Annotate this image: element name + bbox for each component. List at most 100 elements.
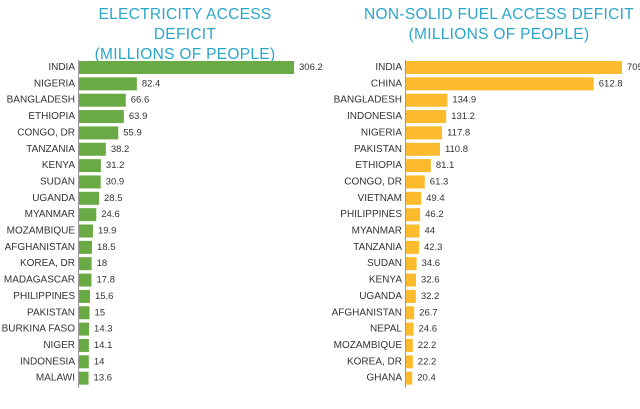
electricity-bar bbox=[79, 93, 126, 107]
fuel-category-label: KENYA bbox=[369, 275, 402, 286]
fuel-category-label: CHINA bbox=[371, 78, 402, 89]
fuel-value-label: 34.6 bbox=[422, 258, 441, 269]
electricity-category-label: MOZAMBIQUE bbox=[7, 226, 76, 237]
electricity-value-label: 13.6 bbox=[94, 373, 113, 384]
fuel-value-label: 24.6 bbox=[419, 324, 438, 335]
fuel-value-label: 22.2 bbox=[418, 340, 437, 351]
fuel-bar bbox=[406, 142, 440, 156]
fuel-bar bbox=[406, 224, 420, 238]
electricity-bar bbox=[79, 273, 92, 287]
fuel-bar bbox=[406, 208, 421, 222]
fuel-category-label: AFGHANISTAN bbox=[332, 307, 402, 318]
fuel-value-label: 61.3 bbox=[430, 176, 449, 187]
fuel-bar bbox=[406, 355, 413, 369]
electricity-title-line1: ELECTRICITY ACCESS DEFICIT bbox=[98, 6, 272, 43]
fuel-value-label: 117.8 bbox=[447, 127, 470, 138]
electricity-category-label: BANGLADESH bbox=[7, 95, 75, 106]
electricity-bar bbox=[79, 159, 101, 173]
electricity-category-label: MADAGASCAR bbox=[4, 275, 75, 286]
electricity-value-label: 15.6 bbox=[95, 291, 114, 302]
fuel-category-label: GHANA bbox=[366, 373, 402, 384]
electricity-bar bbox=[79, 191, 100, 205]
electricity-value-label: 15 bbox=[95, 307, 106, 318]
fuel-value-label: 32.2 bbox=[421, 291, 440, 302]
electricity-bar bbox=[79, 338, 89, 352]
fuel-bar bbox=[406, 93, 448, 107]
fuel-category-label: ETHIOPIA bbox=[355, 160, 402, 171]
fuel-category-label: TANZANIA bbox=[353, 242, 402, 253]
fuel-category-label: VIETNAM bbox=[358, 193, 402, 204]
electricity-category-label: KENYA bbox=[42, 160, 75, 171]
fuel-value-label: 42.3 bbox=[424, 242, 443, 253]
electricity-bar bbox=[79, 289, 90, 303]
electricity-bar bbox=[79, 257, 92, 271]
electricity-bar bbox=[79, 77, 137, 91]
fuel-category-label: NIGERIA bbox=[361, 127, 402, 138]
electricity-chart: INDIA 306.2 NIGERIA 82.4 BANGLADESH 66.6 ETHIO… bbox=[2, 60, 323, 388]
fuel-chart: INDIA 705 CHINA 612.8 BANGLADESH 134.9 INDONES… bbox=[332, 60, 640, 388]
electricity-bar bbox=[79, 61, 294, 74]
fuel-bar bbox=[406, 175, 425, 189]
electricity-bar bbox=[79, 240, 92, 254]
fuel-category-label: MOZAMBIQUE bbox=[334, 340, 403, 351]
fuel-value-label: 46.2 bbox=[425, 209, 444, 220]
fuel-category-label: MYANMAR bbox=[352, 226, 402, 237]
fuel-value-label: 32.6 bbox=[421, 275, 440, 286]
electricity-value-label: 14.3 bbox=[94, 324, 113, 335]
fuel-category-label: CONGO, DR bbox=[344, 176, 402, 187]
electricity-bar bbox=[79, 175, 101, 189]
electricity-title-line2: (MILLIONS OF PEOPLE) bbox=[94, 46, 276, 63]
electricity-value-label: 63.9 bbox=[129, 111, 148, 122]
fuel-bar bbox=[406, 306, 415, 320]
electricity-category-label: TANZANIA bbox=[26, 144, 75, 155]
electricity-value-label: 24.6 bbox=[101, 209, 120, 220]
electricity-value-label: 30.9 bbox=[106, 176, 125, 187]
fuel-category-label: INDIA bbox=[375, 62, 402, 73]
fuel-value-label: 705 bbox=[627, 62, 640, 73]
electricity-category-label: AFGHANISTAN bbox=[5, 242, 75, 253]
electricity-bar bbox=[79, 322, 90, 336]
fuel-value-label: 131.2 bbox=[451, 111, 475, 122]
electricity-value-label: 31.2 bbox=[106, 160, 125, 171]
fuel-bar bbox=[406, 322, 414, 336]
fuel-bar bbox=[406, 159, 431, 173]
fuel-chart-title: NON-SOLID FUEL ACCESS DEFICIT (MILLIONS … bbox=[358, 5, 640, 45]
electricity-value-label: 82.4 bbox=[142, 78, 161, 89]
electricity-value-label: 14 bbox=[94, 356, 105, 367]
fuel-bar bbox=[406, 338, 413, 352]
electricity-value-label: 19.9 bbox=[98, 226, 117, 237]
electricity-category-label: INDONESIA bbox=[20, 356, 75, 367]
fuel-category-label: BANGLADESH bbox=[334, 95, 402, 106]
fuel-value-label: 134.9 bbox=[452, 95, 476, 106]
electricity-bar bbox=[79, 208, 97, 222]
electricity-category-label: NIGER bbox=[43, 340, 75, 351]
fuel-bar bbox=[406, 371, 413, 385]
fuel-category-label: INDONESIA bbox=[347, 111, 402, 122]
electricity-value-label: 14.1 bbox=[94, 340, 113, 351]
electricity-bar bbox=[79, 224, 93, 238]
electricity-category-label: SUDAN bbox=[40, 176, 75, 187]
fuel-category-label: PHILIPPINES bbox=[340, 209, 402, 220]
fuel-category-label: SUDAN bbox=[367, 258, 402, 269]
electricity-value-label: 55.9 bbox=[123, 127, 142, 138]
fuel-bar bbox=[406, 110, 447, 124]
electricity-value-label: 66.6 bbox=[131, 95, 150, 106]
electricity-category-label: MALAWI bbox=[36, 373, 75, 384]
fuel-bar bbox=[406, 240, 419, 254]
electricity-bar bbox=[79, 371, 89, 385]
electricity-value-label: 28.5 bbox=[104, 193, 123, 204]
electricity-bar bbox=[79, 126, 119, 140]
electricity-value-label: 18 bbox=[97, 258, 108, 269]
electricity-bar bbox=[79, 110, 124, 124]
electricity-category-label: INDIA bbox=[48, 62, 75, 73]
electricity-value-label: 17.8 bbox=[96, 275, 115, 286]
electricity-category-label: NIGERIA bbox=[34, 78, 75, 89]
fuel-value-label: 49.4 bbox=[426, 193, 445, 204]
electricity-bar bbox=[79, 306, 90, 320]
fuel-value-label: 110.8 bbox=[445, 144, 468, 155]
electricity-category-label: PAKISTAN bbox=[27, 307, 75, 318]
electricity-category-label: ETHIOPIA bbox=[28, 111, 75, 122]
electricity-value-label: 306.2 bbox=[299, 62, 323, 73]
fuel-value-label: 612.8 bbox=[599, 78, 623, 89]
